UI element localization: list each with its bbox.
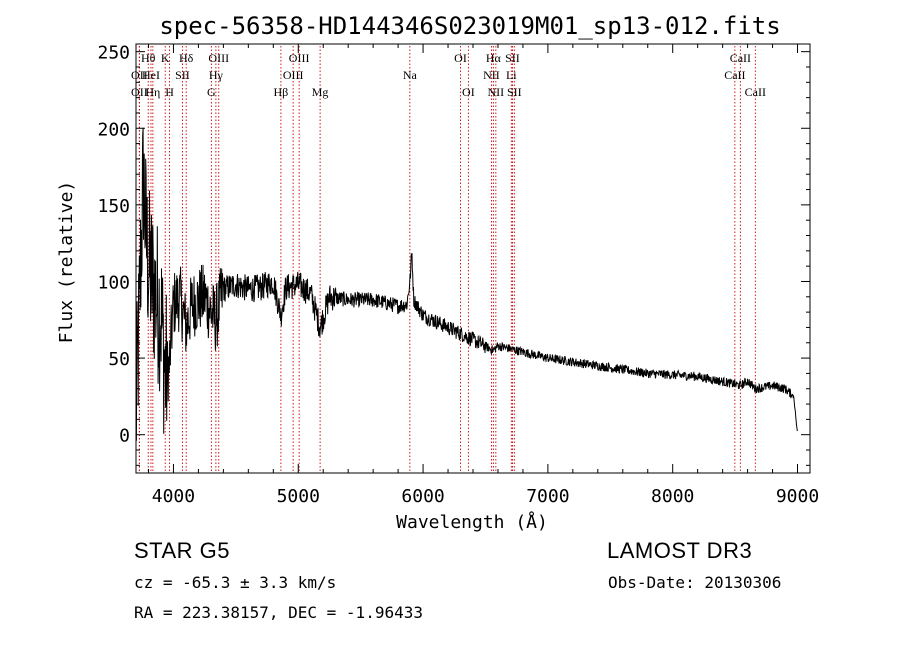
y-axis-label: Flux (relative) bbox=[56, 181, 77, 344]
spectral-line-label: Hα bbox=[486, 51, 502, 65]
spectral-line-label: CaII bbox=[724, 68, 745, 82]
y-tick-label: 50 bbox=[108, 349, 130, 370]
spectral-line-label: OII bbox=[131, 68, 148, 82]
observation-date: Obs-Date: 20130306 bbox=[608, 573, 782, 592]
spectral-line-label: NII bbox=[488, 85, 505, 99]
spectral-line-label: Mg bbox=[312, 85, 329, 99]
spectral-line-label: G bbox=[207, 85, 216, 99]
spectral-line-label: Hγ bbox=[209, 68, 224, 82]
y-tick-label: 200 bbox=[97, 119, 130, 140]
x-axis: 4000 5000 6000 7000 8000 9000 bbox=[147, 44, 819, 507]
spectral-line-label: OI bbox=[462, 85, 475, 99]
redshift-velocity: cz = -65.3 ± 3.3 km/s bbox=[134, 573, 337, 592]
spectral-line-label: Li bbox=[506, 68, 517, 82]
y-tick-label: 250 bbox=[97, 43, 130, 64]
spectral-line-label: HeI bbox=[142, 68, 160, 82]
x-tick-label: 7000 bbox=[526, 486, 569, 507]
spectral-line-label: OIII bbox=[208, 51, 229, 65]
star-classification: STAR G5 bbox=[134, 538, 231, 563]
x-tick-label: 9000 bbox=[776, 486, 819, 507]
plot-frame bbox=[135, 43, 811, 474]
spectral-line-label: OII bbox=[131, 85, 148, 99]
spectral-line-label: OIII bbox=[283, 68, 304, 82]
x-tick-label: 4000 bbox=[152, 486, 195, 507]
line-labels: OIIOIIHθHeIHηKHSIIHδGHγOIIIHβOIIIOIIIMgN… bbox=[131, 51, 766, 99]
x-tick-label: 6000 bbox=[401, 486, 444, 507]
spectral-line-label: H bbox=[165, 85, 174, 99]
spectral-line-label: CaII bbox=[745, 85, 766, 99]
spectral-line-label: SII bbox=[175, 68, 190, 82]
line-markers bbox=[138, 46, 756, 473]
spectral-line-label: Hθ bbox=[141, 51, 156, 65]
spectral-line-label: Hη bbox=[145, 85, 160, 99]
spectrum-line bbox=[135, 127, 798, 441]
spectral-line-label: CaII bbox=[730, 51, 751, 65]
spectral-line-label: NII bbox=[483, 68, 500, 82]
spectral-line-label: SII bbox=[505, 51, 520, 65]
y-tick-label: 100 bbox=[97, 272, 130, 293]
spectral-line-label: Hδ bbox=[179, 51, 194, 65]
spectral-line-label: Hβ bbox=[274, 85, 289, 99]
coordinates: RA = 223.38157, DEC = -1.96433 bbox=[134, 603, 423, 622]
y-axis: 0 50 100 150 200 250 bbox=[97, 43, 810, 466]
x-tick-label: 8000 bbox=[651, 486, 694, 507]
x-axis-label: Wavelength (Å) bbox=[396, 511, 548, 533]
y-tick-label: 150 bbox=[97, 196, 130, 217]
x-tick-label: 5000 bbox=[277, 486, 320, 507]
chart-title: spec-56358-HD144346S023019M01_sp13-012.f… bbox=[159, 12, 780, 40]
spectral-line-label: OIII bbox=[289, 51, 310, 65]
y-tick-label: 0 bbox=[119, 426, 130, 447]
spectral-line-label: OI bbox=[454, 51, 467, 65]
spectral-line-label: Na bbox=[403, 68, 418, 82]
spectral-line-label: K bbox=[161, 51, 170, 65]
survey-name: LAMOST DR3 bbox=[607, 538, 753, 563]
spectral-line-label: SII bbox=[507, 85, 522, 99]
